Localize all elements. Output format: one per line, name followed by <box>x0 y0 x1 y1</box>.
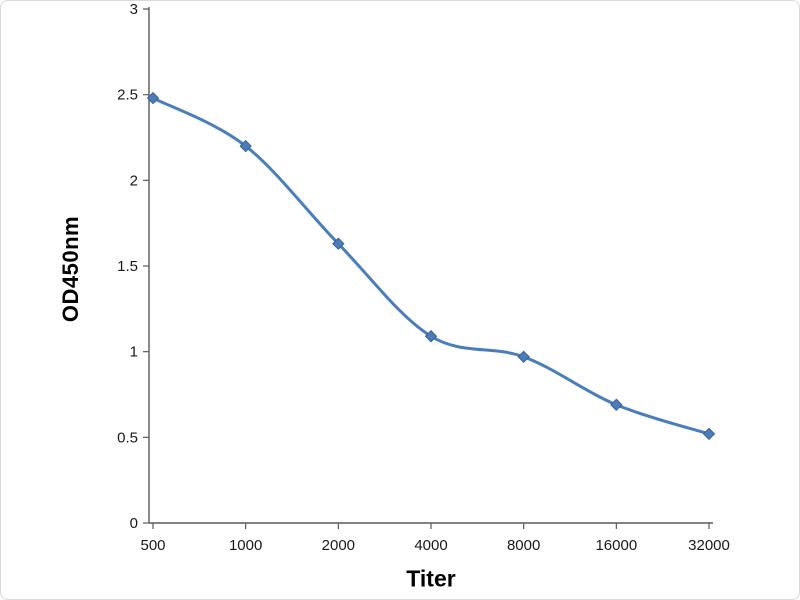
data-point-marker <box>239 139 252 153</box>
x-tick-label: 8000 <box>507 537 540 554</box>
x-tick-label: 2000 <box>322 537 355 554</box>
data-point-marker <box>517 350 530 364</box>
data-point-marker <box>332 237 345 250</box>
data-point-marker <box>146 91 160 105</box>
x-tick-label: 16000 <box>595 537 637 554</box>
y-tick-label: 3 <box>130 1 138 18</box>
y-tick-label: 2 <box>130 172 138 189</box>
series-line <box>151 96 711 436</box>
y-tick-label: 0.5 <box>117 429 138 446</box>
x-axis-title: Titer <box>406 565 456 592</box>
x-tick-label: 1000 <box>229 537 262 554</box>
x-tick-label: 32000 <box>688 537 730 554</box>
data-point-marker <box>702 427 716 441</box>
y-axis-title: OD450nm <box>58 215 83 323</box>
y-tick-label: 2.5 <box>117 87 138 104</box>
data-point-marker <box>424 330 438 343</box>
y-tick-label: 1.5 <box>117 258 138 275</box>
y-tick-label: 0 <box>130 515 138 532</box>
x-tick-label: 500 <box>140 537 165 554</box>
data-point-marker <box>610 398 623 411</box>
x-tick-label: 4000 <box>414 537 447 554</box>
y-tick-label: 1 <box>130 344 138 361</box>
